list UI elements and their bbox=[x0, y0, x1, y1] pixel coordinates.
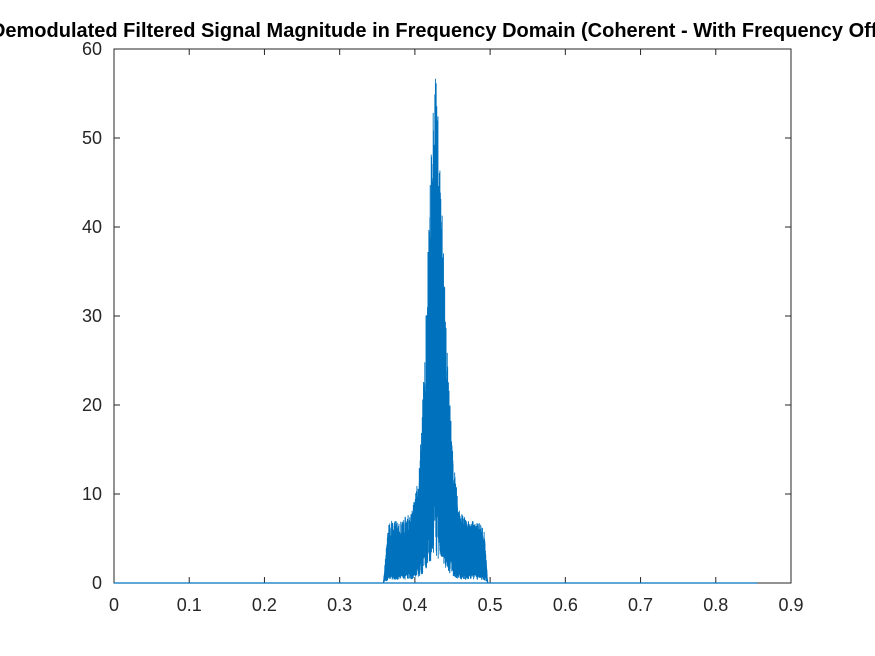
x-tick-label: 0 bbox=[109, 595, 119, 615]
chart-title: Demodulated Filtered Signal Magnitude in… bbox=[0, 20, 875, 42]
y-tick-label: 40 bbox=[82, 217, 102, 237]
ticks-layer bbox=[113, 48, 792, 584]
x-tick-label: 0.1 bbox=[177, 595, 202, 615]
x-tick-label: 0.7 bbox=[628, 595, 653, 615]
x-tick-label: 0.9 bbox=[778, 595, 803, 615]
y-tick-label: 30 bbox=[82, 306, 102, 326]
y-tick-label: 10 bbox=[82, 484, 102, 504]
y-tick-label: 60 bbox=[82, 39, 102, 59]
y-tick-label: 20 bbox=[82, 395, 102, 415]
x-tick-label: 0.2 bbox=[252, 595, 277, 615]
x-tick-label: 0.6 bbox=[553, 595, 578, 615]
tick-labels: 0 0.1 0.2 0.3 0.4 0.5 0.6 0.7 0.8 0.9 0 10 20 30 40 50 6… bbox=[82, 39, 804, 615]
x-tick-label: 0.3 bbox=[327, 595, 352, 615]
x-tick-label: 0.5 bbox=[478, 595, 503, 615]
y-tick-label: 0 bbox=[92, 573, 102, 593]
series-line bbox=[382, 78, 489, 584]
x-tick-label: 0.8 bbox=[703, 595, 728, 615]
y-tick-label: 50 bbox=[82, 128, 102, 148]
x-tick-label: 0.4 bbox=[402, 595, 427, 615]
series-layer bbox=[114, 78, 758, 584]
